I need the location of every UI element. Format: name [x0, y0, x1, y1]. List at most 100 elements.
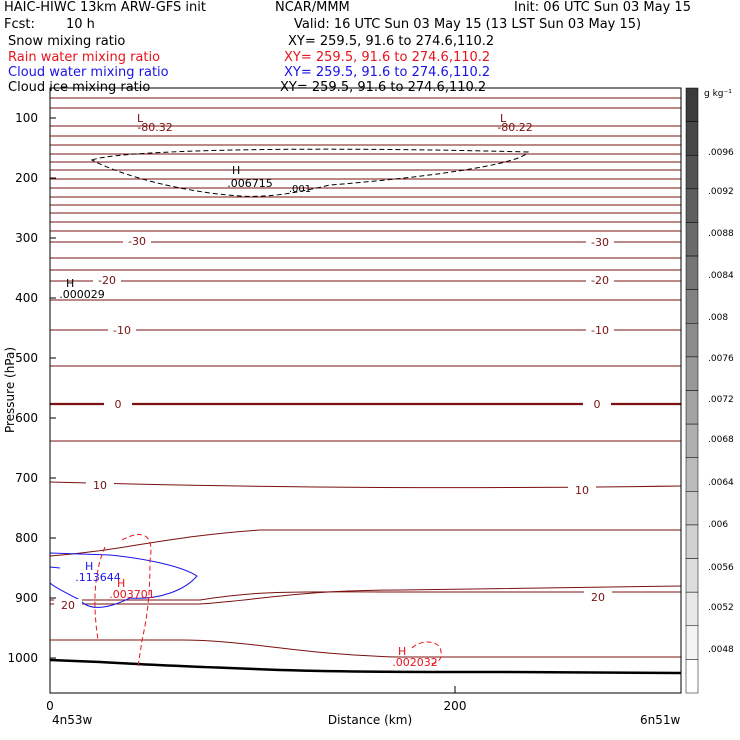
- y-tick-label: 400: [15, 291, 38, 305]
- rain-water-contour: [94, 534, 152, 669]
- forecast-hour: 10 h: [66, 17, 95, 32]
- y-tick-label: 1000: [7, 651, 38, 665]
- colorbar-label: .0056: [708, 563, 734, 573]
- temperature-label-bg: [54, 599, 82, 611]
- temperature-label: 20: [61, 599, 75, 612]
- y-tick-label: 700: [15, 471, 38, 485]
- temperature-contour: [50, 639, 681, 658]
- colorbar-cell: [685, 154, 699, 190]
- high-marker: H: [66, 277, 74, 290]
- colorbar-label: .0096: [708, 148, 734, 158]
- model-title: HAIC-HIWC 13km ARW-GFS init: [4, 0, 206, 15]
- y-tick-label: 800: [15, 531, 38, 545]
- plot-frame: [49, 87, 682, 694]
- temperature-label: -20: [591, 274, 609, 287]
- temperature-label-bg: [584, 591, 612, 603]
- temperature-label-bg: [93, 274, 121, 286]
- temperature-label: -30: [591, 236, 609, 249]
- extremum-value: -80.22: [497, 121, 532, 134]
- colorbar-label: .0076: [708, 354, 734, 364]
- field-rain-name: Rain water mixing ratio: [8, 50, 161, 65]
- extremum-value: .006715: [227, 177, 273, 190]
- temperature-label: -10: [113, 324, 131, 337]
- colorbar-label: .0064: [708, 478, 734, 488]
- temperature-label: 10: [575, 484, 589, 497]
- colorbar-cell: [685, 659, 699, 694]
- colorbar-cell: [685, 457, 699, 492]
- colorbar-label: .0092: [708, 187, 734, 197]
- cloud-water-contour: [49, 552, 198, 608]
- extremum-value: .002032: [392, 656, 438, 669]
- low-marker: L: [137, 112, 144, 125]
- colorbar-label: .0068: [708, 435, 734, 445]
- y-tick-label: 500: [15, 351, 38, 365]
- high-marker: H: [117, 577, 125, 590]
- colorbar-cell: [685, 356, 699, 391]
- temperature-label: -20: [98, 274, 116, 287]
- field-snow-name: Snow mixing ratio: [8, 34, 126, 49]
- y-tick-label: 200: [15, 171, 38, 185]
- colorbar-label: .008: [708, 313, 728, 323]
- extremum-value: -80.32: [137, 121, 172, 134]
- colorbar-cell: [685, 121, 699, 156]
- colorbar-cell: [685, 289, 699, 324]
- colorbar-cell: [685, 591, 699, 627]
- extremum-value: .000029: [59, 288, 105, 301]
- valid-time: Valid: 16 UTC Sun 03 May 15 (13 LST Sun …: [294, 17, 642, 32]
- y-tick-label: 600: [15, 411, 38, 425]
- forecast-label: Fcst:: [4, 17, 35, 32]
- temperature-label-bg: [104, 398, 132, 410]
- field-cloudwater-name: Cloud water mixing ratio: [8, 65, 169, 80]
- temperature-label: 0: [115, 398, 122, 411]
- temperature-label-bg: [583, 398, 611, 410]
- colorbar-label: .0088: [708, 229, 734, 239]
- temperature-label: 0: [594, 398, 601, 411]
- y-tick-label: 300: [15, 231, 38, 245]
- temperature-label-bg: [123, 235, 151, 247]
- colorbar-cell: [685, 390, 699, 425]
- temperature-contour: [49, 481, 682, 489]
- colorbar-label: .006: [708, 520, 728, 530]
- colorbar-cell: [685, 255, 699, 290]
- cloud-ice-contour-label: .001: [289, 184, 311, 195]
- colorbar-cell: [685, 423, 699, 458]
- colorbar-cell: [685, 188, 699, 223]
- temperature-contour: [49, 529, 681, 557]
- org-label: NCAR/MMM: [275, 0, 350, 15]
- low-marker: L: [500, 112, 507, 125]
- colorbar-cell: [685, 491, 699, 526]
- colorbar-unit: g kg⁻¹: [704, 89, 732, 99]
- temperature-label: 20: [591, 591, 605, 604]
- temperature-label: -10: [591, 324, 609, 337]
- x-axis-label: Distance (km): [328, 713, 412, 727]
- temperature-label-bg: [108, 324, 136, 336]
- colorbar-label: .0072: [708, 395, 734, 405]
- colorbar-cell: [685, 222, 699, 257]
- high-marker: H: [85, 560, 93, 573]
- temperature-contour: [50, 585, 682, 605]
- colorbar-cell: [685, 558, 699, 593]
- temperature-label-bg: [586, 274, 614, 286]
- y-tick-label: 900: [15, 591, 38, 605]
- terrain-surface: [49, 658, 682, 675]
- field-rain-xy: XY= 259.5, 91.6 to 274.6,110.2: [284, 50, 491, 65]
- rain-water-contour: [411, 641, 442, 665]
- temperature-label-bg: [86, 479, 114, 491]
- x-left-endpoint: 4n53w: [52, 713, 93, 727]
- colorbar-label: .0052: [708, 603, 734, 613]
- extremum-value: .113644: [75, 571, 121, 584]
- cloud-ice-contour: [90, 148, 529, 197]
- x-right-endpoint: 6n51w: [640, 713, 681, 727]
- colorbar-cell: [685, 524, 699, 559]
- colorbar-label: .0048: [708, 645, 734, 655]
- init-time: Init: 06 UTC Sun 03 May 15: [514, 0, 691, 15]
- x-tick-label: 0: [46, 699, 54, 713]
- colorbar-cell: [685, 625, 699, 660]
- colorbar-cell: [685, 87, 699, 122]
- temperature-label-bg: [586, 324, 614, 336]
- extremum-value: .003701: [109, 588, 155, 601]
- temperature-label: 10: [93, 479, 107, 492]
- temperature-label-bg: [586, 236, 614, 248]
- x-tick-label: 200: [444, 699, 467, 713]
